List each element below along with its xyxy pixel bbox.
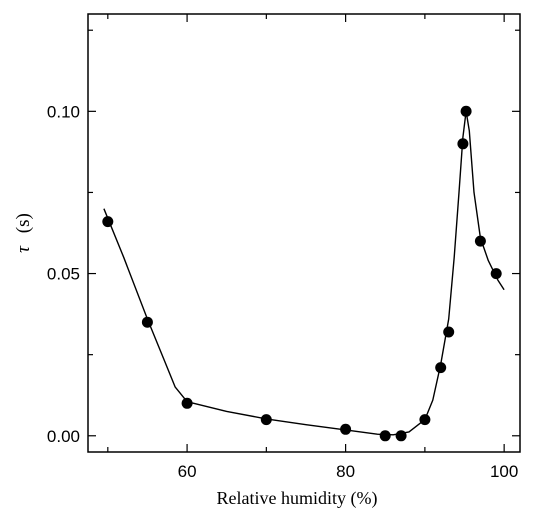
y-axis-label: τ (s) xyxy=(13,213,34,253)
data-point xyxy=(102,216,114,228)
y-tick-label: 0.10 xyxy=(47,102,80,121)
data-point xyxy=(141,316,153,328)
data-points-layer xyxy=(102,105,502,442)
fit-curve xyxy=(103,110,505,436)
y-tick-label: 0.00 xyxy=(47,427,80,446)
data-point xyxy=(181,397,193,409)
y-tick-label: 0.05 xyxy=(47,265,80,284)
data-point xyxy=(419,414,431,426)
x-tick-label: 80 xyxy=(336,462,355,481)
y-axis-label-unit: (s) xyxy=(13,213,34,233)
x-tick-label: 60 xyxy=(178,462,197,481)
data-point xyxy=(379,430,391,442)
svg-text:τ (s): τ (s) xyxy=(13,213,34,253)
data-point xyxy=(443,326,455,338)
data-point xyxy=(474,235,486,247)
data-point xyxy=(395,430,407,442)
fit-curve-layer xyxy=(103,110,505,436)
y-axis-label-symbol: τ xyxy=(13,245,34,253)
data-point xyxy=(490,268,502,280)
plot-frame xyxy=(87,13,521,453)
data-point xyxy=(457,138,469,150)
y-axis-ticks: 0.00 0.05 0.10 xyxy=(47,29,520,446)
x-axis-label: Relative humidity (%) xyxy=(217,488,378,509)
x-axis-ticks: 60 80 100 xyxy=(107,14,518,481)
data-point xyxy=(460,105,472,117)
data-point xyxy=(260,414,272,426)
data-point xyxy=(340,423,352,435)
data-point xyxy=(435,362,447,374)
x-tick-label: 100 xyxy=(490,462,518,481)
